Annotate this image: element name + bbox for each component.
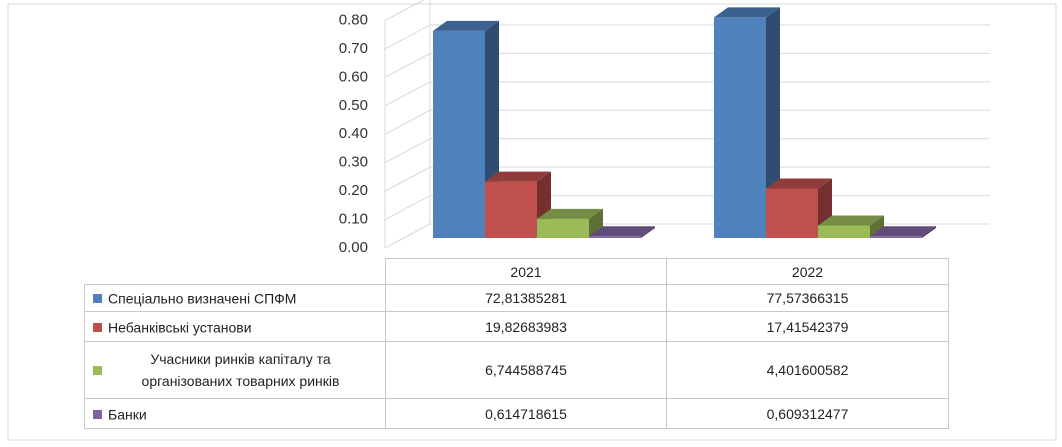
category-label: 2021 — [385, 258, 667, 285]
grid-line — [384, 52, 990, 78]
series-row: Банки 0,614718615 0,609312477 — [84, 398, 949, 429]
bar-front — [589, 236, 641, 238]
legend-label: Учасники ринків капіталу та організовани… — [141, 351, 340, 389]
legend-label: Банки — [108, 406, 147, 423]
category-label: 2022 — [666, 258, 949, 285]
value-label: 0,614718615 — [385, 398, 667, 429]
bar-front — [870, 236, 922, 238]
frame — [7, 3, 1057, 441]
bar-top — [870, 226, 936, 237]
grid-line — [384, 166, 990, 192]
bar-top — [537, 208, 603, 219]
y-tick-label: 0.80 — [339, 11, 368, 28]
bar-front — [485, 181, 537, 238]
legend-swatch — [93, 294, 102, 304]
y-tick-label: 0.30 — [339, 154, 368, 171]
bar-side — [589, 208, 603, 238]
value-label: 0,609312477 — [666, 398, 949, 429]
y-tick-label: 0.20 — [339, 182, 368, 199]
y-tick-label: 0.50 — [339, 97, 368, 114]
value-label: 17,41542379 — [666, 311, 949, 342]
empty-cell — [85, 259, 386, 285]
header-row: 2021 2022 — [85, 258, 949, 285]
grid-line — [384, 0, 425, 21]
value-label: 4,401600582 — [666, 341, 949, 399]
grid-line — [384, 81, 990, 107]
y-tick-label: 0.10 — [339, 211, 368, 228]
bar — [714, 7, 780, 238]
legend-label: Небанківські установи — [108, 319, 252, 336]
value-label: 77,57366315 — [666, 284, 949, 312]
bar-top — [818, 215, 884, 226]
grid-line — [384, 138, 990, 164]
bar-side — [870, 215, 884, 238]
bar-top — [485, 171, 551, 182]
legend-cell: Небанківські установи — [84, 311, 386, 342]
legend-swatch — [93, 322, 102, 332]
series-row: Небанківські установи 19,82683983 17,41542… — [84, 311, 949, 342]
bar-top — [433, 20, 499, 31]
bar-front — [714, 17, 766, 238]
bar-front — [433, 30, 485, 238]
bar — [870, 226, 936, 238]
bar-top — [589, 226, 655, 237]
value-label: 72,81385281 — [385, 284, 667, 312]
grid-line — [384, 109, 990, 135]
bar-side — [641, 226, 655, 238]
legend-cell: Учасники ринків капіталу та організовани… — [84, 341, 386, 399]
series-row: Спеціально визначені СПФМ 72,81385281 77,5… — [84, 284, 949, 312]
legend-swatch — [93, 409, 102, 419]
legend-label: Спеціально визначені СПФМ — [108, 290, 297, 307]
bar-side — [766, 7, 780, 238]
bar-top — [714, 7, 780, 18]
bar-side — [922, 226, 936, 238]
bar — [589, 226, 655, 238]
grid-line — [384, 24, 990, 50]
legend-cell: Банки — [84, 398, 386, 429]
bar-front — [766, 188, 818, 238]
y-tick-label: 0.60 — [339, 68, 368, 85]
bar — [433, 20, 499, 238]
y-tick-label: 0.70 — [339, 40, 368, 57]
series-row: Учасники ринків капіталу та організовани… — [84, 341, 949, 399]
y-tick-label: 0.40 — [339, 125, 368, 142]
bar-top — [766, 178, 832, 189]
data-table: 2021 2022 Спеціально визначені СПФМ 72,8138… — [84, 258, 949, 429]
bar — [818, 215, 884, 238]
value-label: 6,744588745 — [385, 341, 667, 399]
y-tick-label: 0.00 — [339, 239, 368, 256]
bar-front — [818, 225, 870, 238]
value-label: 19,82683983 — [385, 311, 667, 342]
legend-cell: Спеціально визначені СПФМ — [84, 284, 386, 312]
bar-front — [537, 218, 589, 238]
bar — [537, 208, 603, 238]
legend-swatch — [93, 365, 102, 375]
